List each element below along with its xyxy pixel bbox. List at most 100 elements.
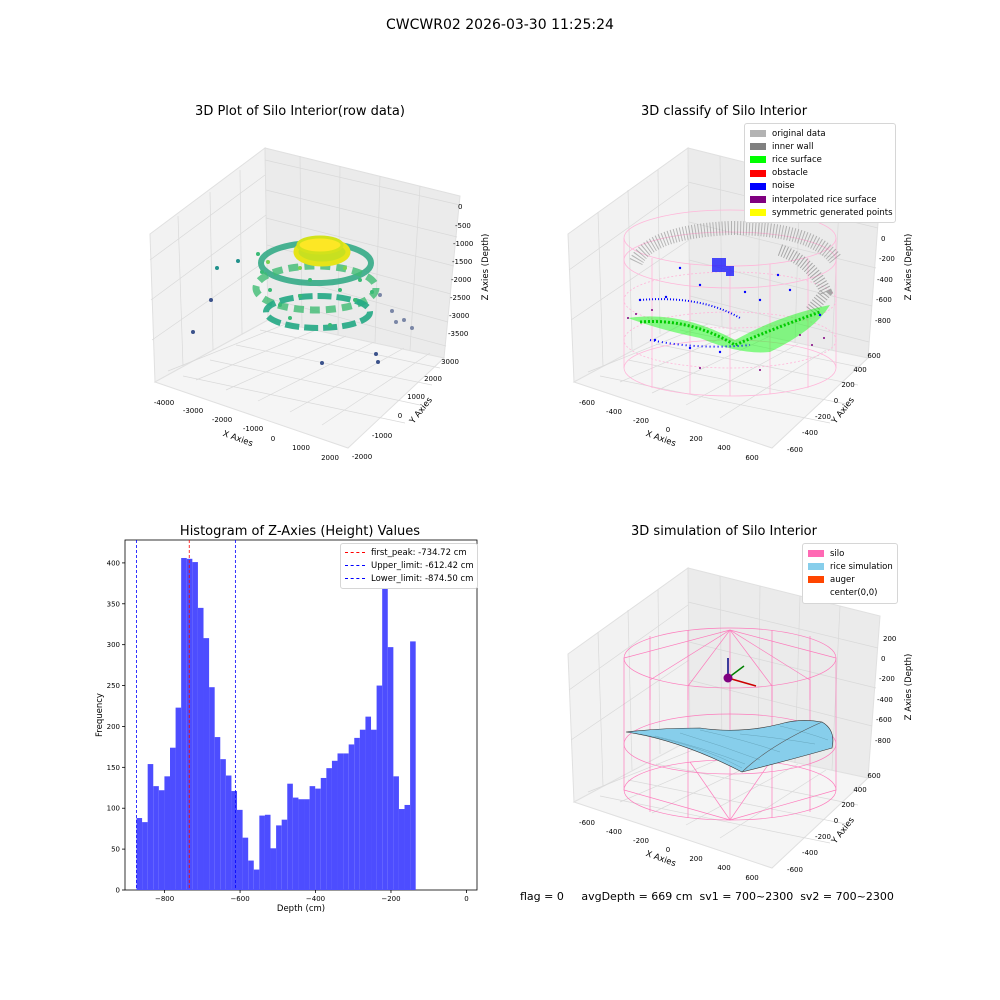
histogram-bar <box>410 641 416 890</box>
raw-z-tick: -2000 <box>451 276 471 284</box>
raw-x-tick: -3000 <box>183 407 203 415</box>
histogram-y-tick-label: 250 <box>107 682 120 690</box>
classify-y-tick: -600 <box>787 446 803 454</box>
histogram-y-tick-label: 300 <box>107 641 120 649</box>
histogram-bar <box>331 760 338 890</box>
classify-x-tick: -200 <box>633 417 649 425</box>
classify-x-tick: 600 <box>745 454 758 462</box>
legend-item-obstacle: obstacle <box>750 167 890 180</box>
histogram-bar <box>326 768 332 890</box>
legend-item-original-data: original data <box>750 127 890 140</box>
simulation-y-tick: 200 <box>841 801 854 809</box>
legend-label: silo <box>830 548 845 559</box>
histogram-bar <box>309 786 316 890</box>
histogram-bar <box>253 869 260 890</box>
raw-z-tick: -2500 <box>450 294 470 302</box>
classify-rice-surface <box>628 305 830 353</box>
legend-swatch <box>750 130 766 138</box>
histogram-bar <box>242 837 249 890</box>
histogram-bar <box>382 583 388 890</box>
histogram-x-tick-label: −800 <box>155 895 174 903</box>
histogram-bar <box>175 707 182 890</box>
legend-label: Upper_limit: -612.42 cm <box>371 560 474 571</box>
histogram-bar <box>320 777 327 890</box>
legend-label: noise <box>772 181 795 192</box>
raw-y-tick: -2000 <box>352 453 372 461</box>
simulation-x-tick-labels: -600 -400 -200 0 200 400 600 <box>579 819 759 882</box>
histogram-y-ticks: 0 50 100 150 200 250 300 350 400 <box>107 559 125 895</box>
raw-y-tick: 0 <box>398 412 402 420</box>
histogram-bar <box>231 791 238 890</box>
raw-y-tick: 2000 <box>424 375 442 383</box>
classify-z-axis-label: Z Axies (Depth) <box>904 234 914 301</box>
raw-z-tick: -1500 <box>452 258 472 266</box>
histogram-bar <box>209 687 215 890</box>
histogram-reference-lines <box>136 540 236 890</box>
simulation-legend: silo rice simulation auger center(0,0) <box>802 543 898 604</box>
simulation-z-axis-label: Z Axies (Depth) <box>904 654 914 721</box>
simulation-x-tick: 400 <box>717 864 730 872</box>
histogram-bar <box>376 685 383 890</box>
histogram-bar <box>298 799 305 890</box>
legend-swatch <box>808 563 824 571</box>
simulation-x-tick: -400 <box>606 828 622 836</box>
histogram-bar <box>393 776 399 890</box>
histogram-y-tick-label: 350 <box>107 600 120 608</box>
raw-x-tick: 2000 <box>321 454 339 462</box>
histogram-bar <box>343 753 349 890</box>
classify-plot-title: 3D classify of Silo Interior <box>640 104 808 119</box>
simulation-y-tick: -400 <box>802 849 818 857</box>
raw-y-tick: 1000 <box>407 393 425 401</box>
histogram-x-tick-label: 0 <box>464 895 468 903</box>
raw-z-axis-label: Z Axies (Depth) <box>481 234 491 301</box>
histogram-y-tick-label: 100 <box>107 805 120 813</box>
histogram-bar <box>225 775 232 890</box>
simulation-z-tick-labels: 200 0 -200 -400 -600 -800 <box>875 635 896 745</box>
histogram-bar <box>264 814 271 890</box>
simulation-y-tick: -200 <box>815 833 831 841</box>
histogram-x-tick-label: −600 <box>230 895 249 903</box>
legend-line <box>345 565 365 567</box>
legend-swatch <box>750 169 766 177</box>
histogram-bar <box>365 716 372 890</box>
classify-x-tick: 200 <box>689 435 702 443</box>
raw-x-tick: -2000 <box>212 416 232 424</box>
legend-line <box>345 552 365 554</box>
simulation-x-tick: 0 <box>666 846 670 854</box>
classify-silo-wireframe <box>623 209 837 397</box>
simulation-z-tick: -800 <box>875 737 891 745</box>
legend-item-rice-simulation: rice simulation <box>808 560 893 573</box>
histogram-bar <box>371 729 377 890</box>
legend-item-lower-limit: Lower_limit: -874.50 cm <box>345 572 473 585</box>
legend-swatch <box>750 156 766 164</box>
classify-y-tick: 600 <box>867 352 880 360</box>
simulation-z-tick: 200 <box>883 635 896 643</box>
classify-x-tick-labels: -600 -400 -200 0 200 400 600 <box>579 399 759 462</box>
histogram-bar <box>158 790 165 890</box>
status-footer: flag = 0 avgDepth = 669 cm sv1 = 700~230… <box>520 890 894 903</box>
classify-z-tick: 0 <box>881 235 885 243</box>
classify-legend: original data inner wall rice surface ob… <box>744 123 896 224</box>
legend-label: inner wall <box>772 141 814 152</box>
simulation-plot-title: 3D simulation of Silo Interior <box>631 524 817 539</box>
legend-swatch <box>750 143 766 151</box>
raw-x-tick: 0 <box>271 435 275 443</box>
histogram-bar <box>136 818 143 890</box>
simulation-x-axis-label: X Axies <box>644 849 677 869</box>
histogram-bar <box>276 825 282 890</box>
legend-label: auger <box>830 574 855 585</box>
simulation-z-tick: -400 <box>877 696 893 704</box>
simulation-z-tick: -200 <box>879 675 895 683</box>
histogram-bar <box>292 797 299 890</box>
raw-y-tick: 3000 <box>441 358 459 366</box>
histogram-y-tick-label: 150 <box>107 764 120 772</box>
histogram-bar <box>398 809 405 890</box>
legend-label: symmetric generated points <box>772 207 893 218</box>
simulation-x-tick: -600 <box>579 819 595 827</box>
histogram-bar <box>153 786 159 890</box>
classify-y-tick-labels: -600 -400 -200 0 200 400 600 <box>787 352 881 454</box>
simulation-y-tick: 400 <box>853 786 866 794</box>
legend-item-rice-surface: rice surface <box>750 153 890 166</box>
